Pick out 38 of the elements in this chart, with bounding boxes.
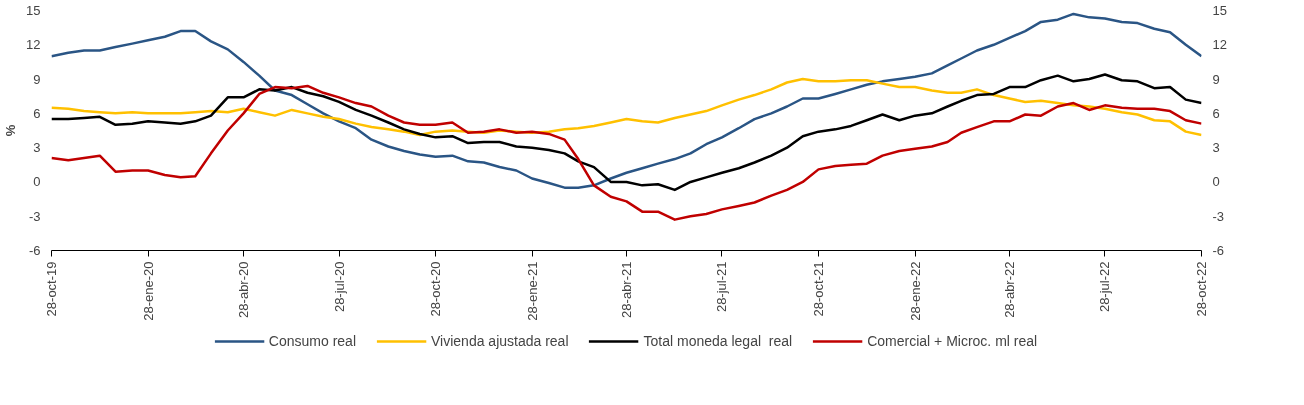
y-tick-label: -6 bbox=[28, 243, 41, 258]
y-tick-label: 9 bbox=[33, 71, 41, 87]
line-series bbox=[51, 77, 1202, 137]
x-tick-label: 28-jul-22 bbox=[1097, 261, 1113, 313]
y2-tick-label: 9 bbox=[1212, 71, 1220, 87]
y2-tick-label: 15 bbox=[1212, 3, 1227, 18]
legend-label: Consumo real bbox=[268, 333, 356, 349]
y2-tick-label: -6 bbox=[1212, 243, 1225, 258]
line-series bbox=[51, 73, 1202, 192]
x-tick-label: 28-ene-21 bbox=[524, 261, 540, 321]
x-tick-label: 28-abr-20 bbox=[236, 261, 252, 318]
x-tick-label: 28-oct-22 bbox=[1194, 261, 1209, 317]
line-series bbox=[51, 12, 1202, 189]
y-tick-label: 15 bbox=[26, 3, 41, 18]
y-tick-label: 12 bbox=[26, 37, 41, 53]
y2-tick-label: 3 bbox=[1212, 140, 1220, 156]
y2-tick-label: 12 bbox=[1212, 37, 1227, 53]
x-tick-label: 28-ene-22 bbox=[907, 261, 923, 321]
y2-tick-label: 6 bbox=[1212, 105, 1220, 121]
y-tick-label: 0 bbox=[33, 174, 41, 190]
y2-tick-label: -3 bbox=[1212, 208, 1225, 224]
y-tick-label: -3 bbox=[28, 208, 41, 224]
y2-tick-label: 0 bbox=[1212, 174, 1220, 190]
y-tick-label: 6 bbox=[33, 105, 41, 121]
legend-label: Comercial + Microc. ml real bbox=[867, 333, 1038, 349]
x-tick-label: 28-ene-20 bbox=[140, 261, 156, 321]
x-tick-label: 28-abr-22 bbox=[1001, 261, 1017, 318]
x-tick-label: 28-jul-21 bbox=[714, 261, 730, 313]
x-tick-label: 28-jul-20 bbox=[331, 261, 347, 313]
x-tick-label: 28-oct-19 bbox=[44, 261, 59, 317]
x-tick-label: 28-oct-21 bbox=[811, 261, 827, 317]
x-tick-label: 28-abr-21 bbox=[619, 261, 634, 318]
y-tick-label: 3 bbox=[33, 140, 41, 156]
y-axis-title: % bbox=[3, 124, 19, 137]
legend-label: Vivienda ajustada real bbox=[431, 333, 569, 349]
x-tick-label: 28-oct-20 bbox=[428, 261, 444, 317]
legend-label: Total moneda legal real bbox=[643, 333, 793, 349]
line-series bbox=[51, 84, 1202, 221]
